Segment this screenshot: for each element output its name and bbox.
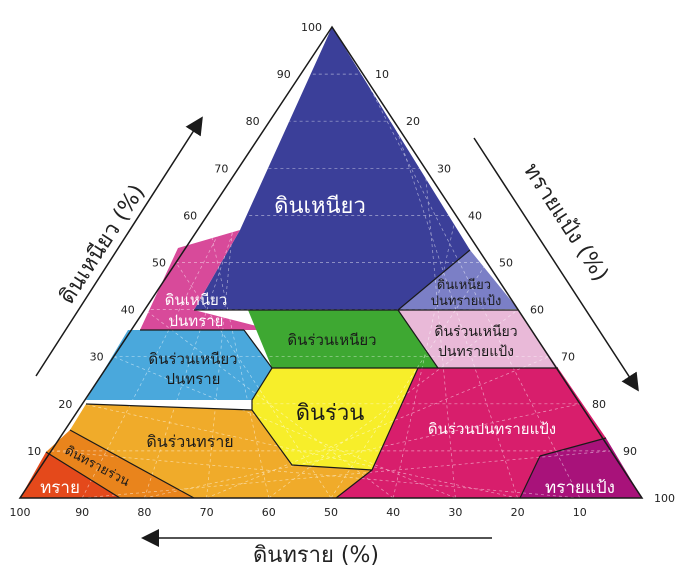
grid-line: [268, 309, 519, 499]
grid-line: [330, 262, 488, 499]
tick-label: 50: [152, 257, 166, 270]
tick-label: 90: [623, 445, 637, 458]
tick-label: 30: [437, 162, 451, 175]
grid-line: [82, 450, 612, 499]
label-sandy-clay-loam-line2: ปนทราย: [166, 370, 221, 388]
label-sandy-clay-line1: ดินเหนียว: [165, 291, 227, 309]
label-loam: ดินร่วน: [296, 401, 365, 426]
grid-line: [206, 168, 239, 499]
tick-label: 70: [214, 162, 228, 175]
region-boundaries: [45, 249, 607, 499]
tick-label: 40: [468, 209, 482, 222]
tick-label: 60: [183, 209, 197, 222]
region-sand: [20, 452, 120, 498]
left-axis-ticks: 10 20 30 40 50 60 70 80 90 100: [27, 21, 322, 458]
tick-label: 90: [75, 506, 89, 519]
tick-label: 30: [448, 506, 462, 519]
region-clay-loam: [248, 310, 438, 368]
grid-line: [81, 73, 302, 499]
clay-axis-arrow: [35, 116, 203, 377]
tick-label: 60: [530, 304, 544, 317]
label-sandy-clay-line2: ปนทราย: [169, 312, 224, 330]
tick-label: 60: [262, 506, 276, 519]
region-sandy-clay: [140, 230, 272, 330]
label-silty-clay-line1: ดินเหนียว: [437, 277, 491, 293]
label-sandy-clay-loam-line1: ดินร่วนเหนียว: [148, 350, 237, 368]
region-clay: [194, 27, 470, 310]
silt-axis-arrow: [473, 137, 639, 392]
tick-label: 10: [375, 68, 389, 81]
tick-label: 40: [121, 304, 135, 317]
tick-label: 100: [654, 492, 675, 505]
grid-line: [362, 73, 581, 499]
label-silt: ทรายแป้ง: [545, 478, 615, 498]
grid-line: [392, 215, 457, 499]
label-silty-clay-loam-line1: ดินร่วนเหนียว: [434, 324, 517, 340]
region-silty-clay: [398, 250, 518, 310]
grid-line: [113, 356, 456, 499]
grid-line: [82, 403, 518, 499]
tick-label: 80: [137, 506, 151, 519]
grid-line: [424, 168, 456, 499]
tick-label: 10: [27, 445, 41, 458]
tick-label: 80: [592, 398, 606, 411]
label-silt-loam: ดินร่วนปนทรายแป้ง: [428, 420, 556, 438]
label-clay: ดินเหนียว: [274, 194, 366, 219]
grid-line: [175, 262, 332, 499]
tick-label: 100: [10, 506, 31, 519]
bottom-axis-ticks: 100 90 80 70 60 50 40 30 20 10: [10, 506, 587, 519]
grid-line: [51, 450, 580, 499]
tick-label: 70: [561, 351, 575, 364]
tick-label: 90: [277, 68, 291, 81]
tick-label: 50: [499, 257, 513, 270]
tick-label: 50: [324, 506, 338, 519]
tick-label: 30: [90, 351, 104, 364]
label-clay-loam: ดินร่วนเหนียว: [287, 331, 376, 349]
tick-label: 20: [58, 398, 72, 411]
region-loam: [252, 368, 418, 470]
label-silty-clay-line2: ปนทรายแป้ง: [431, 294, 502, 309]
triangle-outline: [18, 25, 644, 499]
label-sand: ทราย: [40, 478, 80, 498]
tick-label: 20: [406, 115, 420, 128]
tick-label: 70: [200, 506, 214, 519]
region-silty-clay-loam: [398, 310, 558, 368]
clay-axis-title: ดินเหนียว (%): [55, 180, 150, 308]
tick-label: 80: [246, 115, 260, 128]
tick-label: 100: [301, 21, 322, 34]
region-sandy-clay-loam: [86, 330, 272, 400]
tick-label: 40: [386, 506, 400, 519]
region-loamy-sand: [46, 430, 194, 498]
grid-line: [144, 309, 394, 499]
label-silty-clay-loam-line2: ปนทรายแป้ง: [438, 344, 514, 360]
right-axis-ticks: 10 20 30 40 50 60 70 80 90 100: [375, 68, 675, 505]
tick-label: 20: [511, 506, 525, 519]
label-sandy-loam: ดินร่วนทราย: [146, 432, 233, 451]
sand-axis-title: ดินทราย (%): [253, 543, 379, 568]
tick-label: 10: [573, 506, 587, 519]
silt-axis-title: ทรายแป้ง (%): [518, 159, 613, 286]
